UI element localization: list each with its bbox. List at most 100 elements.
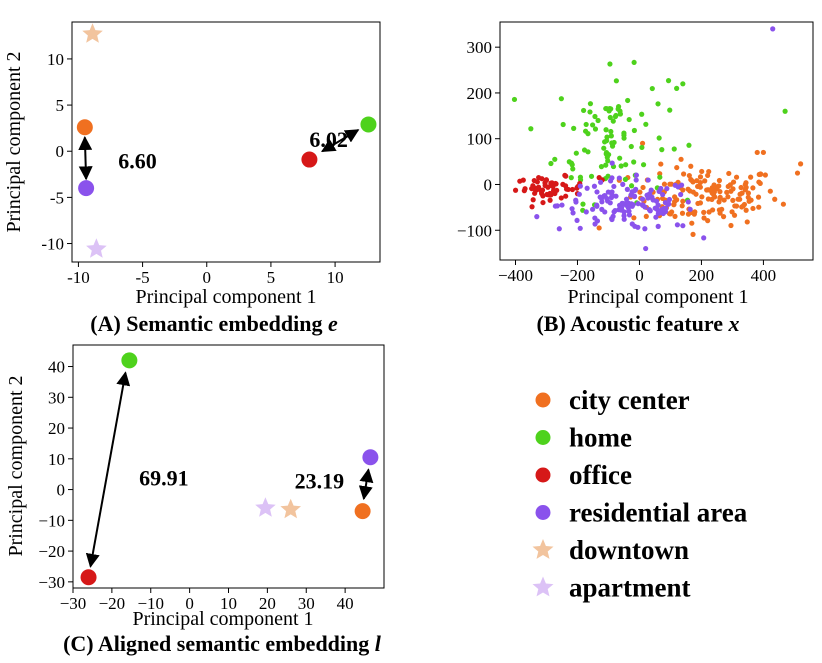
panel-a-caption: (A) Semantic embedding e xyxy=(90,311,338,336)
panel-c-x-tick-label: 10 xyxy=(220,594,237,613)
panel-b-point-city-center xyxy=(699,168,705,175)
panel-c-points xyxy=(80,352,379,586)
panel-b-point-home xyxy=(511,96,518,103)
panel-b-point-residential-area xyxy=(594,202,600,208)
panel-b-point-city-center xyxy=(681,171,687,177)
panel-b-point-residential-area xyxy=(620,200,627,207)
panel-a-x-tick-label: -5 xyxy=(135,268,149,287)
panel-b-point-home xyxy=(602,139,608,145)
panel-b-point-city-center xyxy=(680,187,686,193)
panel-c-point-office xyxy=(80,569,97,586)
panel-b-point-office xyxy=(563,193,569,199)
panel-b-point-city-center xyxy=(748,174,754,180)
panel-c-y-tick-label: −20 xyxy=(38,542,65,561)
panel-b-point-home xyxy=(601,145,607,151)
panel-b-point-residential-area xyxy=(654,206,660,213)
panel-b-point-city-center xyxy=(667,211,674,217)
panel-b-point-city-center xyxy=(798,161,804,167)
panel-b-point-city-center xyxy=(686,172,692,179)
panel-b-point-home xyxy=(639,111,645,117)
panel-b-x-ticks: −400 −200 0 200 400 xyxy=(498,260,776,285)
panel-c-distance-label: 69.91 xyxy=(139,465,189,490)
panel-b-point-city-center xyxy=(678,156,684,162)
panel-b-point-residential-area xyxy=(597,179,604,185)
panel-b-point-office xyxy=(517,178,523,184)
panel-b-y-tick-label: 0 xyxy=(484,175,493,194)
panel-a-point-city-center xyxy=(76,119,93,136)
legend-marker-circle xyxy=(535,392,551,408)
panel-b-point-home xyxy=(649,85,655,92)
panel-b-point-city-center xyxy=(672,213,678,219)
legend-item-city-center: city center xyxy=(535,385,690,415)
panel-b-point-city-center xyxy=(699,194,705,200)
panel-b-point-city-center xyxy=(741,201,748,208)
panel-c-annotations: 69.91 23.19 xyxy=(85,371,374,568)
panel-b-point-residential-area xyxy=(660,210,666,217)
panel-b-point-residential-area xyxy=(648,187,654,193)
panel-b-point-city-center xyxy=(730,179,737,185)
panel-b-point-city-center xyxy=(750,185,756,191)
panel-b-point-home xyxy=(631,159,637,165)
panel-b-point-home xyxy=(608,128,614,135)
panel-b-point-home xyxy=(603,105,609,112)
panel-c-caption-variable: l xyxy=(375,631,382,656)
legend-item-residential-area: residential area xyxy=(535,498,748,528)
legend-item-apartment: apartment xyxy=(532,573,690,603)
panel-b-point-office xyxy=(530,183,536,189)
panel-b-point-city-center xyxy=(705,196,711,202)
panel-b-point-residential-area xyxy=(559,202,565,208)
panel-b-point-city-center xyxy=(705,218,711,224)
panel-a-x-axis-label: Principal component 1 xyxy=(135,286,316,308)
panel-b-y-tick-label: −100 xyxy=(457,221,492,240)
panel-b-point-home xyxy=(674,85,680,91)
panel-b-point-home xyxy=(628,143,634,150)
panel-b-point-city-center xyxy=(701,215,707,221)
panel-b-x-axis-label: Principal component 1 xyxy=(567,286,748,308)
panel-c-point-home xyxy=(121,352,138,369)
panel-b-point-residential-area xyxy=(607,200,613,206)
panel-b-point-city-center xyxy=(744,219,750,225)
panel-b-point-city-center xyxy=(756,179,762,185)
panel-b-point-home xyxy=(782,108,788,114)
panel-b-point-residential-area xyxy=(612,208,618,214)
panel-b-point-residential-area xyxy=(583,209,589,215)
panel-b-caption: (B) Acoustic feature x xyxy=(536,311,739,336)
panel-c-y-ticks: −30 −20 −10 0 10 20 30 40 xyxy=(38,358,73,592)
panel-b-caption-variable: x xyxy=(728,311,740,336)
panel-b-point-residential-area xyxy=(609,160,615,166)
panel-b-point-home xyxy=(589,122,596,128)
panel-b-point-city-center xyxy=(705,172,711,179)
panel-b-point-residential-area xyxy=(663,206,669,212)
panel-b-point-residential-area xyxy=(623,196,630,202)
panel-b-point-residential-area xyxy=(609,175,615,181)
panel-b-point-residential-area xyxy=(599,199,605,205)
panel-b-point-home xyxy=(603,162,609,168)
panel-b-point-home xyxy=(622,176,629,182)
panel-a-x-ticks: -10 -5 0 5 10 xyxy=(67,262,344,287)
panel-b-point-city-center xyxy=(730,186,736,192)
panel-b-point-city-center xyxy=(732,203,738,209)
panel-b-point-city-center xyxy=(739,190,745,196)
legend-item-home: home xyxy=(535,423,632,453)
panel-b-point-city-center xyxy=(772,196,778,202)
panel-c-distance-arrow xyxy=(358,468,374,501)
panel-b-point-residential-area xyxy=(611,183,617,190)
panel-b-point-residential-area xyxy=(594,189,600,195)
panel-b-point-city-center xyxy=(631,215,637,221)
panel-b-point-home xyxy=(665,78,672,84)
panel-b-point-residential-area xyxy=(609,189,615,195)
panel-b-point-residential-area xyxy=(534,214,540,220)
panel-b-point-city-center xyxy=(658,161,664,167)
panel-b-point-city-center xyxy=(755,194,762,200)
panel-c-x-tick-label: 40 xyxy=(337,594,354,613)
panel-b-point-city-center xyxy=(750,205,756,212)
panel-b-x-tick-label: −400 xyxy=(498,266,533,285)
legend-item-office: office xyxy=(535,460,632,490)
panel-b-point-office xyxy=(533,187,539,194)
panel-b-point-home xyxy=(580,201,586,207)
panel-b-point-residential-area xyxy=(649,194,655,200)
panel-b-point-home xyxy=(643,121,649,127)
panel-c-caption: (C) Aligned semantic embedding l xyxy=(63,631,382,656)
panel-b-point-city-center xyxy=(745,190,751,196)
